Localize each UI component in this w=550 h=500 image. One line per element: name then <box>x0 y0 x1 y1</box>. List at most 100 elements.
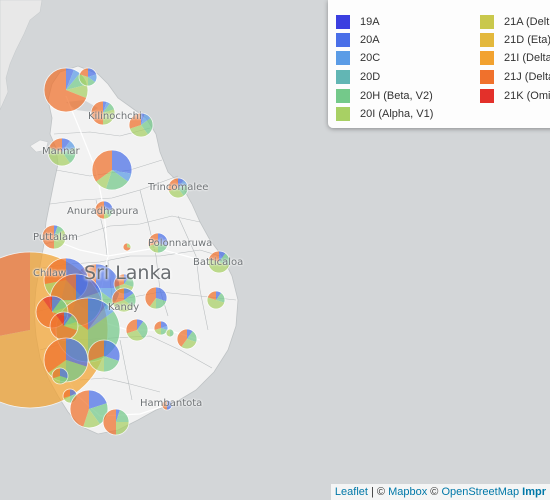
pie-slice <box>141 113 145 125</box>
pie-anuradhapura[interactable] <box>94 200 114 220</box>
pie-kandy[interactable] <box>125 318 149 342</box>
legend-item-21i: 21I (Delta <box>480 50 550 66</box>
pie-slice <box>129 125 149 137</box>
pie-slice <box>64 312 73 326</box>
pie-trincomalee[interactable] <box>167 177 189 199</box>
pie-point-pedro[interactable] <box>78 67 98 87</box>
pie-slice <box>44 258 66 285</box>
pie-ampara[interactable] <box>206 290 226 310</box>
pie-slice <box>207 297 225 309</box>
mapbox-link[interactable]: Mapbox <box>388 486 428 498</box>
pie-slice <box>48 138 62 152</box>
pie-slice <box>104 356 120 372</box>
pie-slice <box>76 274 101 300</box>
pie-outline <box>47 137 77 167</box>
pie-slice <box>116 409 129 422</box>
leaflet-link[interactable]: Leaflet <box>334 486 368 498</box>
pie-nuwara-eliya[interactable] <box>153 320 169 336</box>
pie-slice <box>126 319 137 334</box>
pie-outline <box>153 320 169 336</box>
pie-slice <box>208 258 230 273</box>
legend-swatch <box>480 89 494 103</box>
pie-slice <box>88 356 104 372</box>
pie-slice <box>167 400 172 410</box>
pie-slice <box>88 304 114 330</box>
pie-polonnaruwa[interactable] <box>147 232 169 254</box>
pie-outline <box>43 67 89 113</box>
pie-kalutara[interactable] <box>43 337 89 383</box>
pie-slice <box>62 138 71 152</box>
pie-outline <box>94 200 114 220</box>
pie-outline <box>207 250 231 274</box>
pie-slice <box>149 298 156 309</box>
pie-moneragala[interactable] <box>165 328 175 338</box>
pie-slice <box>170 329 174 337</box>
pie-batticaloa[interactable] <box>207 250 231 274</box>
pie-dambulla[interactable] <box>111 287 137 313</box>
pie-slice <box>112 150 133 174</box>
pie-outline <box>69 389 109 429</box>
legend-item-20i: 20I (Alpha, V1) <box>336 106 433 122</box>
legend-label: 21I (Delta <box>504 52 550 64</box>
pie-slice <box>44 68 87 112</box>
legend-swatch <box>480 33 494 47</box>
pie-slice <box>116 409 121 422</box>
pie-slice <box>216 291 222 300</box>
pie-slice <box>112 170 132 182</box>
legend-swatch <box>336 15 350 29</box>
pie-kilinochchi[interactable] <box>90 100 116 126</box>
pie-slice <box>42 296 52 312</box>
pie-outline <box>111 287 137 313</box>
pie-slice <box>79 68 88 77</box>
pie-slice <box>141 117 153 135</box>
pie-slice <box>62 298 88 330</box>
openstreetmap-link[interactable]: OpenStreetMap <box>441 486 520 498</box>
pie-hambantota[interactable] <box>161 399 173 411</box>
pie-slice <box>137 321 149 339</box>
legend: 19A 20A 20C 20D 20H (Beta, V2) 20I (Alph… <box>328 0 550 128</box>
pie-slice <box>104 340 121 361</box>
pie-puttalam[interactable] <box>41 224 67 250</box>
pie-outline <box>87 339 121 373</box>
pie-slice <box>83 409 101 428</box>
pie-outline <box>91 149 133 191</box>
pie-kekirawa[interactable] <box>122 242 132 252</box>
attribution-separator: © <box>427 486 442 498</box>
pie-badulla[interactable] <box>176 328 198 350</box>
pie-vavuniya[interactable] <box>91 149 133 191</box>
pie-slice <box>64 321 78 331</box>
pie-slice <box>166 329 170 337</box>
legend-label: 20H (Beta, V2) <box>360 90 433 102</box>
pie-slice <box>156 298 167 309</box>
improve-map-link[interactable]: Impr <box>522 486 546 498</box>
pie-slice <box>52 296 62 312</box>
pie-slice <box>78 74 88 86</box>
pie-slice <box>54 225 58 237</box>
pie-matara[interactable] <box>102 408 130 436</box>
pie-slice <box>122 242 131 251</box>
pie-slice <box>161 328 168 335</box>
legend-item-21d: 21D (Eta) <box>480 32 550 48</box>
pie-mannar[interactable] <box>47 137 77 167</box>
pie-slice <box>154 328 161 335</box>
pie-slice <box>52 299 68 312</box>
pie-slice <box>148 233 158 247</box>
pie-outline <box>176 328 198 350</box>
pie-galle[interactable] <box>69 389 109 429</box>
pie-slice <box>66 69 81 90</box>
pie-slice <box>208 251 219 262</box>
pie-slice <box>104 201 113 210</box>
pie-outline <box>206 290 226 310</box>
pie-slice <box>112 300 134 312</box>
pie-colombo-2[interactable] <box>49 311 79 341</box>
pie-slice <box>60 368 69 379</box>
pie-mullaitivu[interactable] <box>128 112 154 138</box>
pie-slice <box>70 389 77 396</box>
pie-slice <box>207 291 216 300</box>
pie-ratnapura[interactable] <box>87 339 121 373</box>
pie-beruwala[interactable] <box>51 367 69 385</box>
legend-swatch <box>480 70 494 84</box>
pie-outline <box>51 367 69 385</box>
pie-mahiyangana[interactable] <box>144 286 168 310</box>
pie-slice <box>116 422 129 435</box>
